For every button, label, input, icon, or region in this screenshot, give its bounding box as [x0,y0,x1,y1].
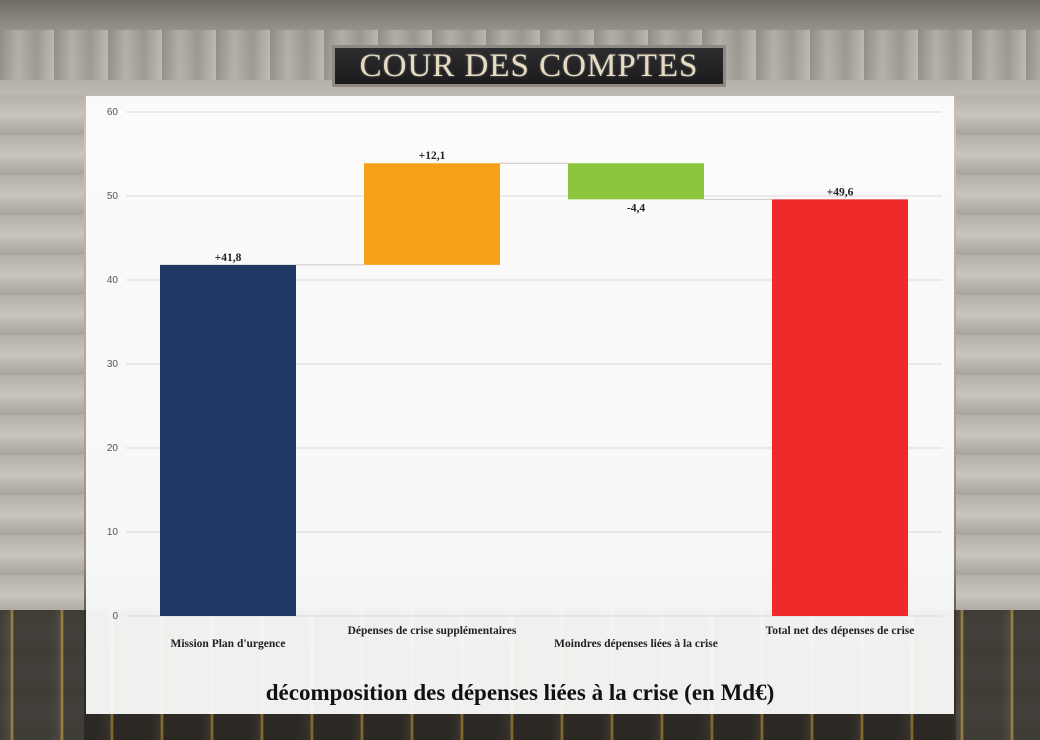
y-tick-label: 40 [107,275,119,286]
category-label-1: Mission Plan d'urgence [170,638,285,650]
data-label-4: +49,6 [827,186,854,198]
data-label-3: -4,4 [627,202,645,214]
y-tick-label: 60 [107,107,119,118]
y-tick-label: 50 [107,191,119,202]
y-tick-label: 10 [107,527,119,538]
y-tick-label: 20 [107,443,119,454]
data-label-2: +12,1 [419,150,446,162]
bar-3 [568,163,704,200]
y-tick-label: 30 [107,359,119,370]
bar-1 [160,264,296,616]
category-labels: Mission Plan d'urgence Dépenses de crise … [170,625,914,650]
category-label-3: Moindres dépenses liées à la crise [554,638,718,650]
y-tick-label: 0 [112,611,118,622]
building-sign: COUR DES COMPTES [332,45,726,87]
chart-panel: 0 10 20 30 40 50 60 +41,8 +12,1 -4,4 +49,6 Missio… [86,96,954,714]
bars [160,163,908,617]
y-axis-ticks: 0 10 20 30 40 50 60 [107,107,119,622]
bar-4 [772,199,908,617]
chart-title: décomposition des dépenses liées à la cr… [265,680,775,705]
waterfall-chart: 0 10 20 30 40 50 60 +41,8 +12,1 -4,4 +49,6 Missio… [107,107,942,650]
connector-lines [296,162,772,266]
data-labels: +41,8 +12,1 -4,4 +49,6 [215,150,854,264]
category-label-2: Dépenses de crise supplémentaires [348,625,517,637]
category-label-4: Total net des dépenses de crise [766,625,915,637]
bar-2 [364,163,500,265]
building-sign-text: COUR DES COMPTES [359,47,699,84]
data-label-1: +41,8 [215,252,242,264]
